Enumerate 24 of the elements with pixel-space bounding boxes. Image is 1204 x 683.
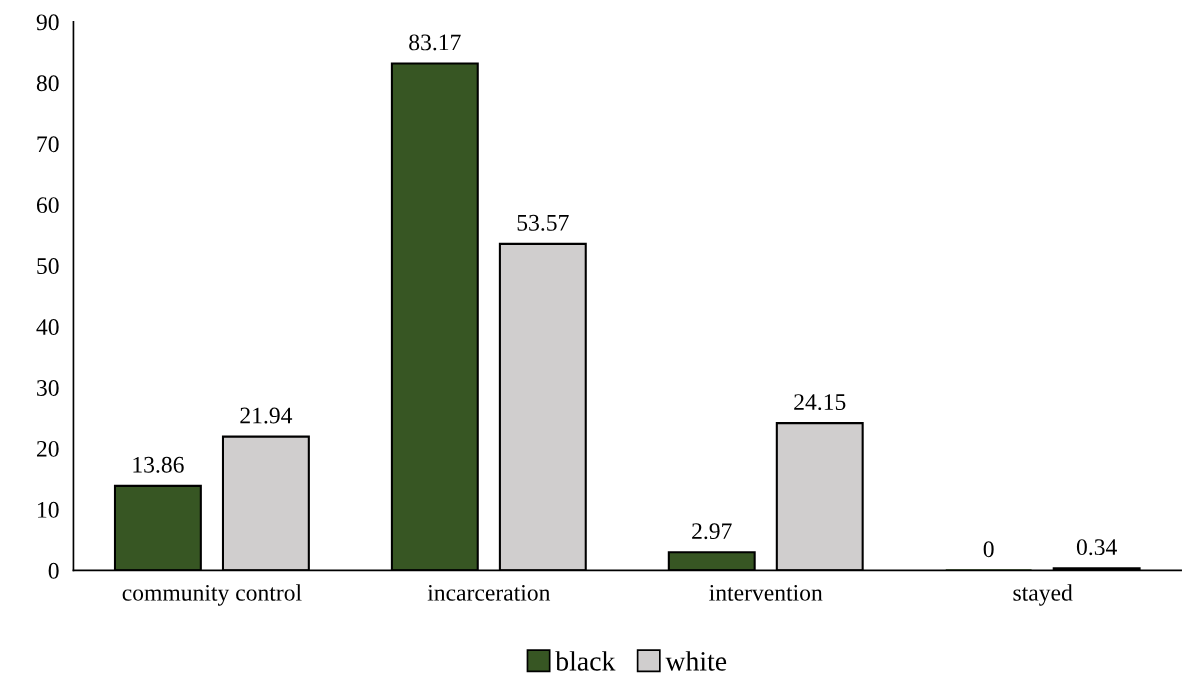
legend-label: white (665, 651, 727, 671)
y-tick-label: 10 (38, 501, 59, 518)
x-tick-label: intervention (709, 584, 823, 601)
y-tick-label: 80 (36, 75, 59, 92)
y-tick-label: 60 (36, 197, 59, 214)
y-tick-label: 40 (36, 319, 59, 335)
x-tick-label: incarceration (427, 584, 551, 601)
y-tick-label: 90 (36, 14, 59, 31)
data-label: 24.15 (794, 394, 846, 411)
data-label: 53.57 (517, 214, 569, 231)
y-tick-label: 0 (48, 562, 59, 579)
data-label: 83.17 (409, 34, 461, 51)
data-label: 0 (983, 541, 994, 558)
data-label: 21.94 (240, 407, 293, 424)
y-tick-label: 70 (37, 136, 59, 153)
y-tick-label: 30 (37, 379, 59, 396)
data-label: 2.97 (692, 523, 732, 540)
data-label: 0.34 (1076, 539, 1117, 556)
data-label: 13.86 (133, 456, 184, 473)
y-tick-label: 20 (36, 440, 59, 457)
y-tick-label: 50 (37, 258, 59, 275)
legend-label: black (555, 651, 616, 671)
x-tick-label: community control (122, 584, 302, 606)
x-tick-label: stayed (1013, 584, 1073, 606)
